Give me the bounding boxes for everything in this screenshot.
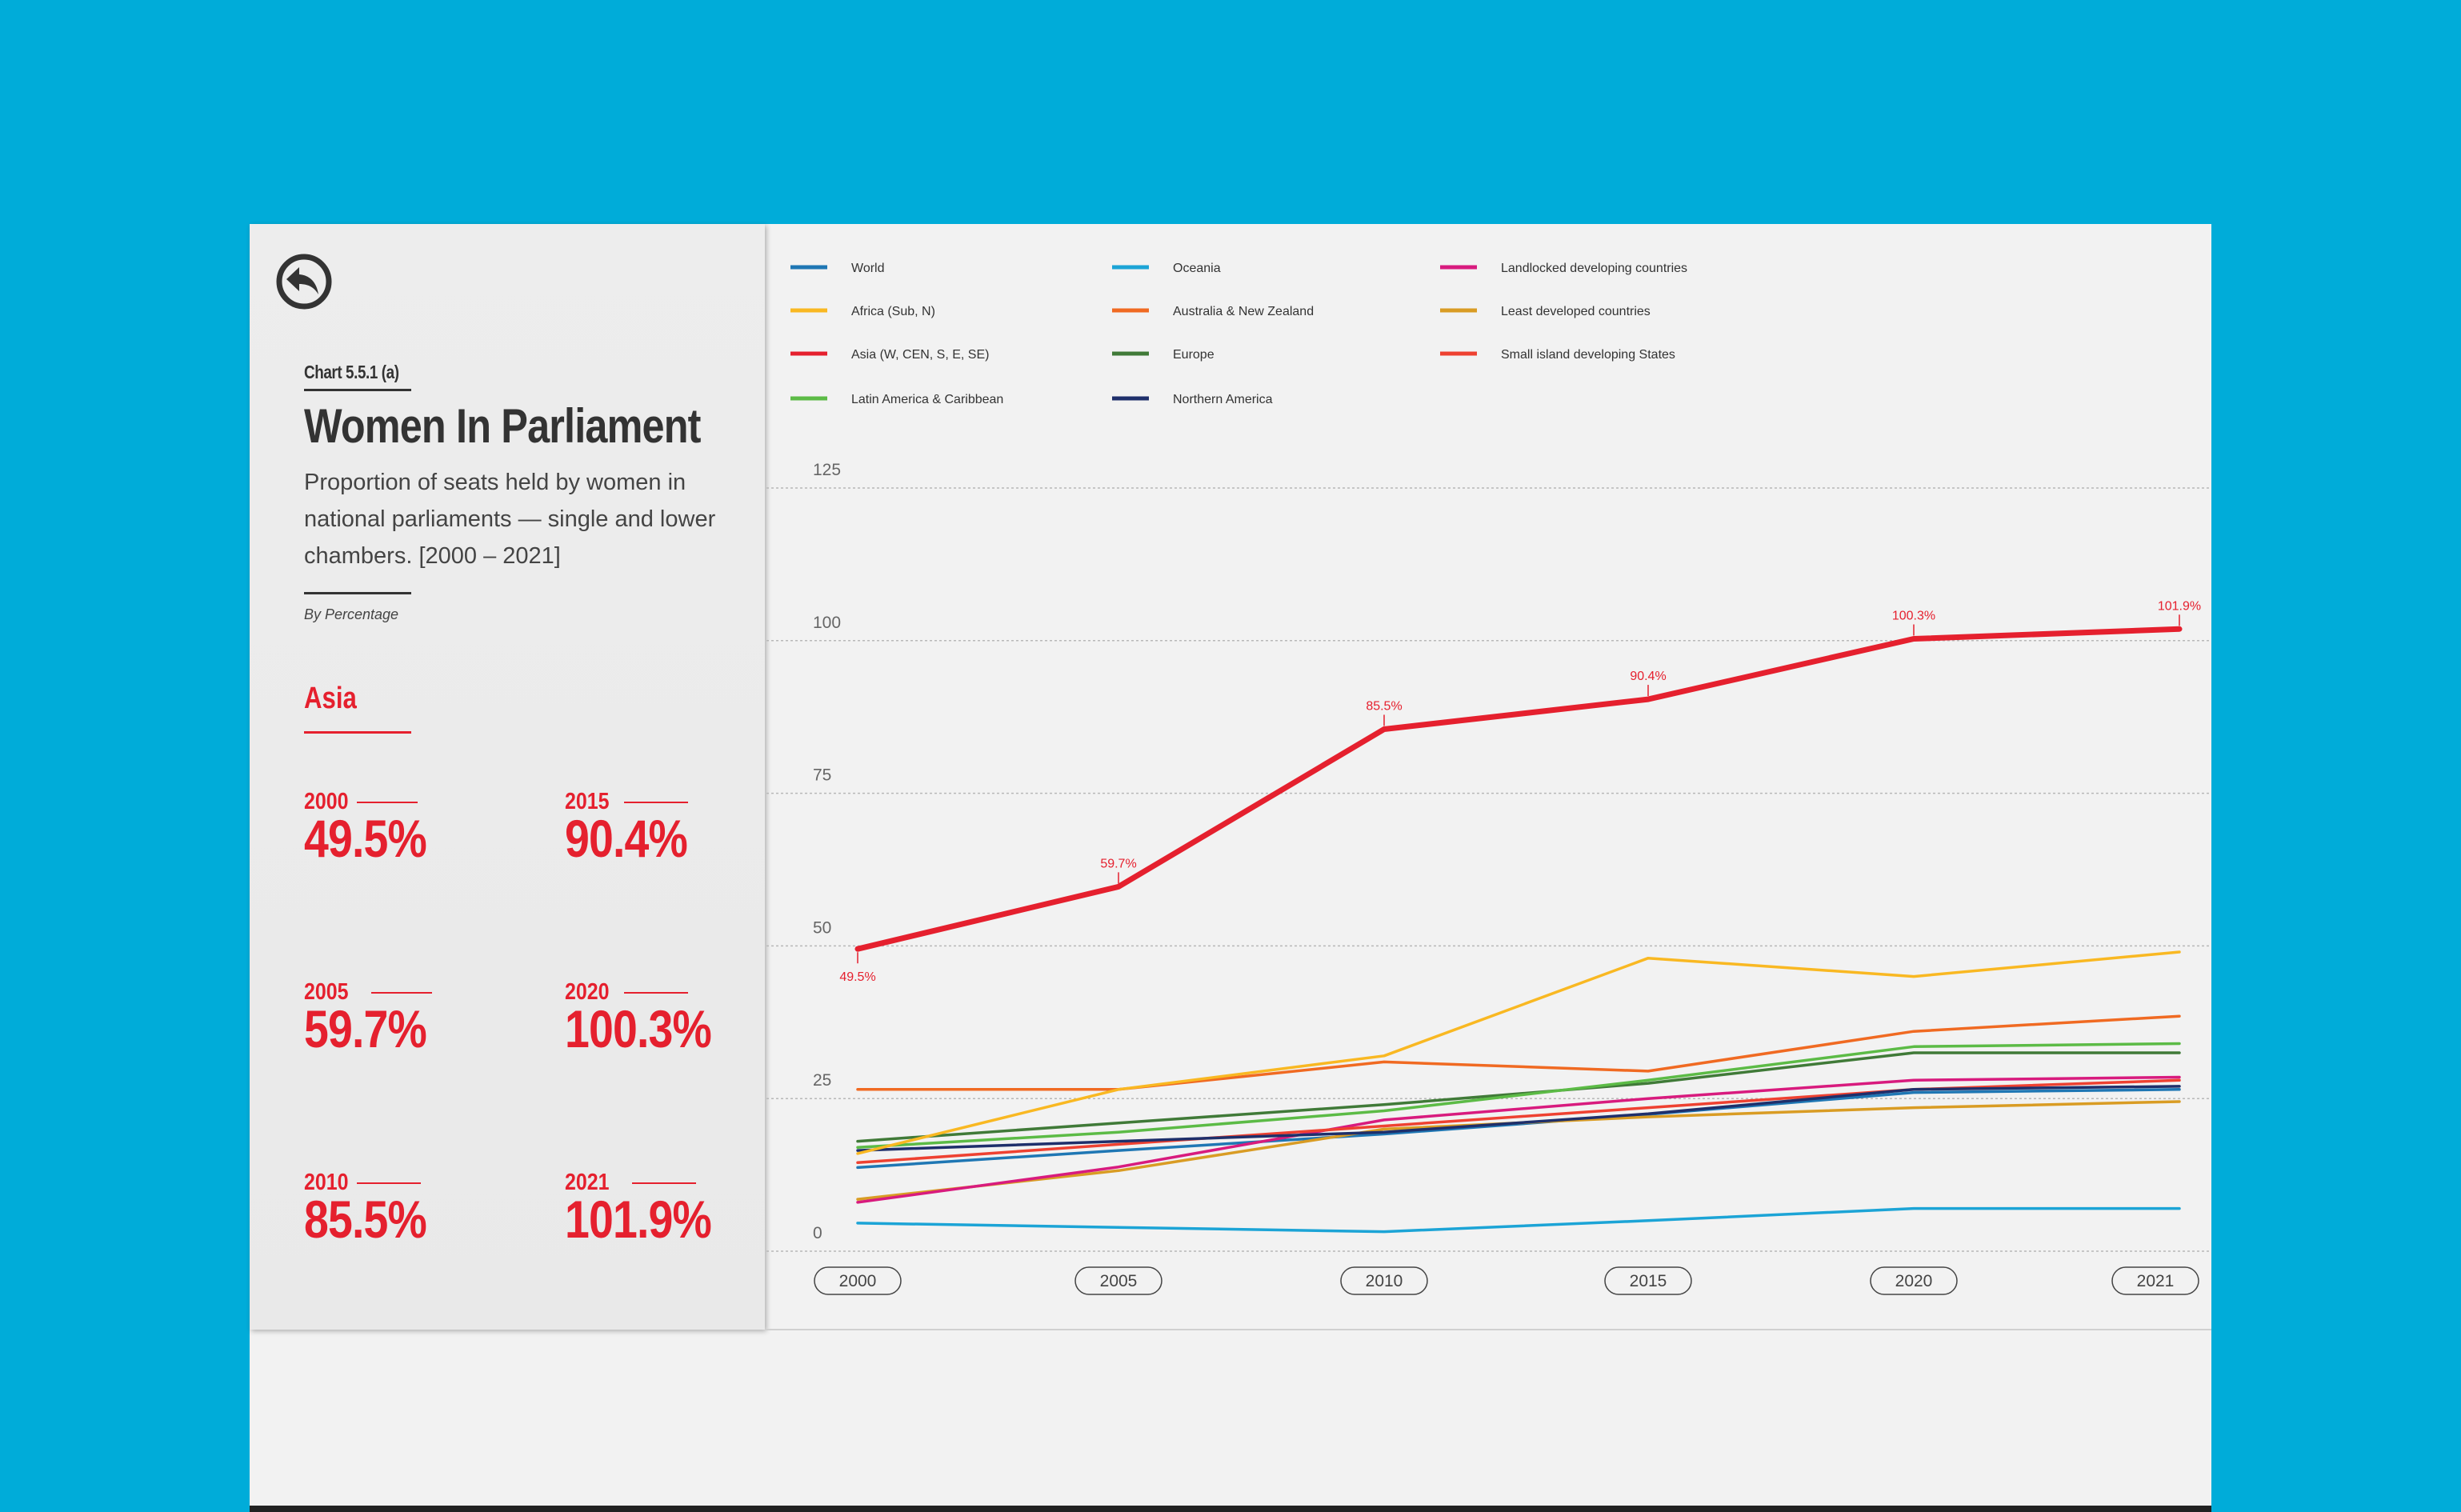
legend-label: Oceania bbox=[1173, 262, 1221, 275]
legend-item: Europe bbox=[1112, 348, 1214, 362]
x-tick-pill bbox=[1074, 1266, 1162, 1295]
x-tick-text: 2005 bbox=[1100, 1272, 1138, 1290]
data-label: 49.5% bbox=[839, 970, 875, 984]
chart-id-rule bbox=[304, 389, 411, 391]
legend-item: World bbox=[790, 262, 885, 275]
stat-year: 2015 bbox=[565, 789, 610, 814]
back-arrow-circle-icon[interactable] bbox=[275, 253, 333, 310]
legend-item: Landlocked developing countries bbox=[1440, 262, 1687, 275]
legend-label: Least developed countries bbox=[1501, 305, 1651, 318]
stat-year-rule bbox=[624, 992, 688, 994]
legend-item: Oceania bbox=[1112, 262, 1221, 275]
stat-2021: 2021 101.9% bbox=[565, 1170, 739, 1246]
y-tick-label: 50 bbox=[813, 918, 831, 937]
legend-item: Latin America & Caribbean bbox=[790, 393, 1003, 406]
x-tick-label: 2005 bbox=[1074, 1266, 1162, 1295]
stat-value: 59.7% bbox=[304, 999, 427, 1058]
x-tick-label: 2015 bbox=[1604, 1266, 1692, 1295]
page-subtitle: Proportion of seats held by women in nat… bbox=[304, 470, 716, 569]
stat-2015: 2015 90.4% bbox=[565, 789, 710, 865]
series-line-oceania bbox=[856, 1206, 2181, 1234]
page-title: Women In Parliament bbox=[304, 399, 701, 453]
legend-label: Asia (W, CEN, S, E, SE) bbox=[851, 348, 989, 362]
data-label: 90.4% bbox=[1630, 670, 1666, 683]
series-line-australia-new-zealand bbox=[856, 1014, 2181, 1091]
x-tick-label: 2020 bbox=[1870, 1266, 1958, 1295]
subtitle-rule bbox=[304, 592, 411, 594]
legend-label: Australia & New Zealand bbox=[1173, 305, 1314, 318]
x-tick-pill bbox=[2111, 1266, 2199, 1295]
stat-value: 100.3% bbox=[565, 999, 712, 1058]
stat-year-rule bbox=[624, 802, 688, 803]
series-line-europe bbox=[856, 1051, 2181, 1143]
data-label: 101.9% bbox=[2158, 599, 2201, 613]
x-tick-pill bbox=[1340, 1266, 1428, 1295]
y-tick-label: 25 bbox=[813, 1071, 831, 1090]
legend-label: Europe bbox=[1173, 348, 1214, 362]
stat-value: 90.4% bbox=[565, 809, 688, 868]
data-label: 59.7% bbox=[1100, 857, 1136, 870]
stat-year-rule bbox=[371, 992, 432, 994]
x-tick-pill bbox=[814, 1266, 902, 1295]
line-chart-svg: World Oceania Landlocked developing countr… bbox=[766, 262, 2211, 1295]
bottom-bar bbox=[250, 1506, 2211, 1512]
stat-value: 49.5% bbox=[304, 809, 427, 868]
series-line-africa-sub-n- bbox=[856, 950, 2181, 1155]
legend-label: Landlocked developing countries bbox=[1501, 262, 1687, 275]
legend-label: Africa (Sub, N) bbox=[851, 305, 935, 318]
region-rule bbox=[304, 731, 411, 734]
legend-label: Northern America bbox=[1173, 393, 1273, 406]
series-line-asia-w-cen-s-e-se- bbox=[854, 626, 2183, 952]
y-tick-label: 0 bbox=[813, 1224, 822, 1242]
x-tick-text: 2015 bbox=[1630, 1272, 1667, 1290]
x-tick-text: 2021 bbox=[2137, 1272, 2175, 1290]
legend-item: Northern America bbox=[1112, 393, 1273, 406]
chart-id: Chart 5.5.1 (a) bbox=[304, 362, 399, 382]
x-tick-label: 2000 bbox=[814, 1266, 902, 1295]
data-label: 100.3% bbox=[1892, 610, 1935, 623]
legend-label: Small island developing States bbox=[1501, 348, 1675, 362]
stat-year: 2005 bbox=[304, 979, 349, 1005]
legend-item: Africa (Sub, N) bbox=[790, 305, 935, 318]
chart-bottom-divider bbox=[765, 1329, 2211, 1330]
stat-2020: 2020 100.3% bbox=[565, 979, 739, 1055]
stat-year-rule bbox=[357, 802, 418, 803]
series-line-northern-america bbox=[856, 1085, 2181, 1152]
legend-item: Australia & New Zealand bbox=[1112, 305, 1314, 318]
units-label: By Percentage bbox=[304, 606, 399, 622]
x-tick-pill bbox=[1870, 1266, 1958, 1295]
x-tick-text: 2020 bbox=[1895, 1272, 1933, 1290]
stat-year-rule bbox=[632, 1182, 696, 1184]
data-label: 85.5% bbox=[1366, 699, 1402, 713]
stat-year: 2010 bbox=[304, 1170, 349, 1195]
legend-item: Small island developing States bbox=[1440, 348, 1675, 362]
legend-item: Asia (W, CEN, S, E, SE) bbox=[790, 348, 989, 362]
stat-year: 2000 bbox=[304, 789, 349, 814]
y-tick-label: 100 bbox=[813, 614, 841, 632]
stat-year-rule bbox=[357, 1182, 421, 1184]
series-line-latin-america-caribbean bbox=[856, 1042, 2181, 1150]
series-line-landlocked-developing-countries bbox=[856, 1075, 2181, 1204]
legend-item: Least developed countries bbox=[1440, 305, 1651, 318]
info-panel: Chart 5.5.1 (a) Women In Parliament Prop… bbox=[250, 224, 765, 1330]
y-tick-label: 75 bbox=[813, 766, 831, 785]
x-tick-text: 2010 bbox=[1366, 1272, 1403, 1290]
y-tick-label: 125 bbox=[813, 461, 841, 479]
stat-value: 101.9% bbox=[565, 1190, 712, 1249]
x-tick-pill bbox=[1604, 1266, 1692, 1295]
line-chart: World Oceania Landlocked developing countr… bbox=[766, 226, 2211, 1328]
x-tick-label: 2010 bbox=[1340, 1266, 1428, 1295]
x-tick-label: 2021 bbox=[2111, 1266, 2199, 1295]
x-tick-text: 2000 bbox=[839, 1272, 877, 1290]
stat-year: 2020 bbox=[565, 979, 610, 1005]
legend-label: Latin America & Caribbean bbox=[851, 393, 1003, 406]
region-label: Asia bbox=[304, 682, 357, 715]
legend-label: World bbox=[851, 262, 885, 275]
stat-year: 2021 bbox=[565, 1170, 610, 1195]
stat-value: 85.5% bbox=[304, 1190, 427, 1249]
stat-2000: 2000 49.5% bbox=[304, 789, 450, 865]
stat-2010: 2010 85.5% bbox=[304, 1170, 450, 1246]
stat-2005: 2005 59.7% bbox=[304, 979, 450, 1055]
